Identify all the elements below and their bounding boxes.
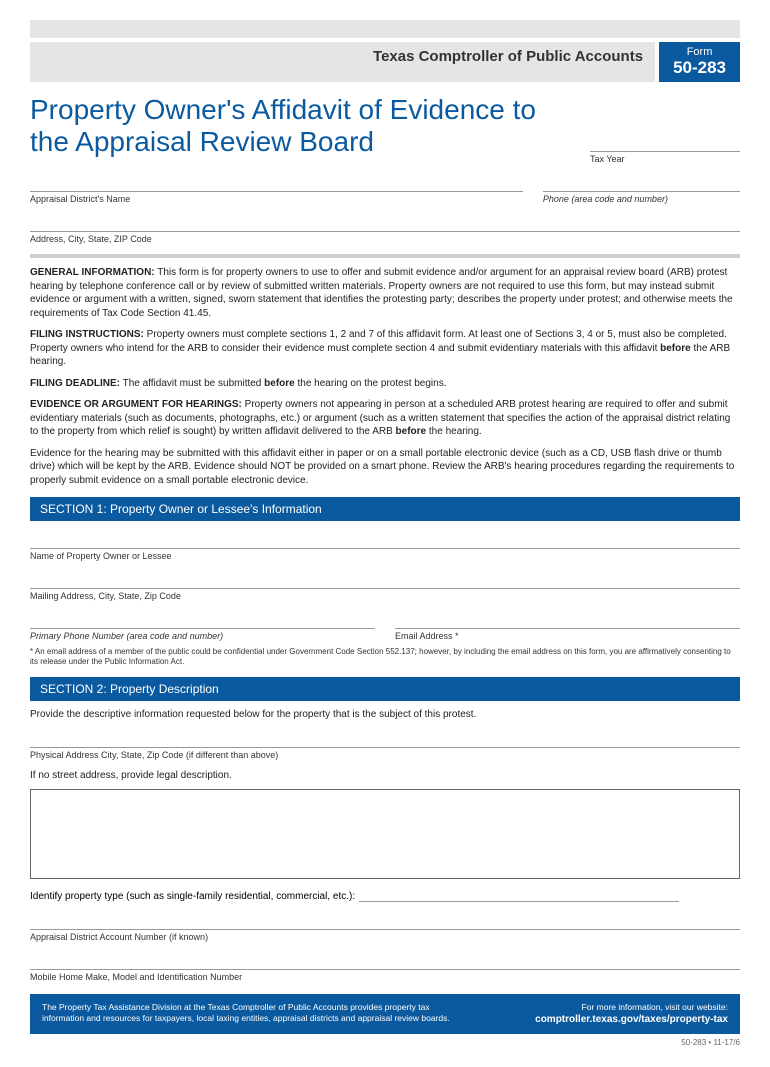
filing-deadline: FILING DEADLINE: The affidavit must be s… — [30, 377, 740, 391]
agency-name: Texas Comptroller of Public Accounts — [30, 42, 655, 82]
section-1-header: SECTION 1: Property Owner or Lessee's In… — [30, 497, 740, 521]
evidence-label: EVIDENCE OR ARGUMENT FOR HEARINGS: — [30, 399, 242, 410]
mobile-home-input[interactable] — [30, 952, 740, 970]
owner-name-label: Name of Property Owner or Lessee — [30, 551, 740, 561]
evidence-info: EVIDENCE OR ARGUMENT FOR HEARINGS: Prope… — [30, 398, 740, 439]
top-decorative-bar — [30, 20, 740, 38]
deadline-text-2: the hearing on the protest begins. — [295, 378, 447, 389]
tax-year-label: Tax Year — [590, 154, 740, 164]
primary-phone-input[interactable] — [30, 611, 375, 629]
physical-address-input[interactable] — [30, 730, 740, 748]
email-input[interactable] — [395, 611, 740, 629]
phone-field: Phone (area code and number) — [543, 174, 740, 204]
legal-desc-label: If no street address, provide legal desc… — [30, 770, 740, 781]
tax-year-field: Tax Year — [590, 134, 740, 164]
physical-address-row: Physical Address City, State, Zip Code (… — [30, 730, 740, 760]
deadline-label: FILING DEADLINE: — [30, 378, 120, 389]
page-reference: 50-283 • 11-17/6 — [30, 1038, 740, 1047]
form-title: Property Owner's Affidavit of Evidence t… — [30, 94, 560, 158]
general-info-label: GENERAL INFORMATION: — [30, 267, 155, 278]
evidence-para2: Evidence for the hearing may be submitte… — [30, 447, 740, 488]
district-field: Appraisal District's Name — [30, 174, 523, 204]
mailing-label: Mailing Address, City, State, Zip Code — [30, 591, 740, 601]
phone-label: Phone (area code and number) — [543, 194, 740, 204]
owner-name-row: Name of Property Owner or Lessee — [30, 531, 740, 561]
tax-year-input[interactable] — [590, 134, 740, 152]
address-label: Address, City, State, ZIP Code — [30, 234, 740, 244]
header-row: Texas Comptroller of Public Accounts For… — [30, 42, 740, 82]
address-field: Address, City, State, ZIP Code — [30, 214, 740, 244]
primary-phone-label: Primary Phone Number (area code and numb… — [30, 631, 375, 641]
form-number-box: Form 50-283 — [659, 42, 740, 82]
property-type-input[interactable] — [359, 901, 679, 902]
district-label: Appraisal District's Name — [30, 194, 523, 204]
physical-address-label: Physical Address City, State, Zip Code (… — [30, 750, 740, 760]
account-number-label: Appraisal District Account Number (if kn… — [30, 932, 740, 942]
footer-left: The Property Tax Assistance Division at … — [42, 1002, 454, 1026]
form-label: Form — [673, 46, 726, 58]
account-number-row: Appraisal District Account Number (if kn… — [30, 912, 740, 942]
mailing-input[interactable] — [30, 571, 740, 589]
deadline-bold: before — [264, 378, 295, 389]
owner-name-field: Name of Property Owner or Lessee — [30, 531, 740, 561]
mailing-field: Mailing Address, City, State, Zip Code — [30, 571, 740, 601]
filing-instructions: FILING INSTRUCTIONS: Property owners mus… — [30, 328, 740, 369]
email-field: Email Address * — [395, 611, 740, 641]
section-divider — [30, 254, 740, 258]
footer: The Property Tax Assistance Division at … — [30, 994, 740, 1034]
title-row: Property Owner's Affidavit of Evidence t… — [30, 94, 740, 164]
account-number-input[interactable] — [30, 912, 740, 930]
district-input[interactable] — [30, 174, 523, 192]
owner-name-input[interactable] — [30, 531, 740, 549]
email-label: Email Address * — [395, 631, 740, 641]
phone-input[interactable] — [543, 174, 740, 192]
mobile-home-field: Mobile Home Make, Model and Identificati… — [30, 952, 740, 982]
section-2-header: SECTION 2: Property Description — [30, 677, 740, 701]
form-number: 50-283 — [673, 58, 726, 78]
deadline-text-1: The affidavit must be submitted — [120, 378, 264, 389]
physical-address-field: Physical Address City, State, Zip Code (… — [30, 730, 740, 760]
general-info: GENERAL INFORMATION: This form is for pr… — [30, 266, 740, 320]
mobile-home-label: Mobile Home Make, Model and Identificati… — [30, 972, 740, 982]
district-phone-row: Appraisal District's Name Phone (area co… — [30, 174, 740, 204]
property-type-row: Identify property type (such as single-f… — [30, 891, 740, 902]
primary-phone-field: Primary Phone Number (area code and numb… — [30, 611, 375, 641]
address-input[interactable] — [30, 214, 740, 232]
phone-email-row: Primary Phone Number (area code and numb… — [30, 611, 740, 641]
address-row: Address, City, State, ZIP Code — [30, 214, 740, 244]
mailing-row: Mailing Address, City, State, Zip Code — [30, 571, 740, 601]
mobile-home-row: Mobile Home Make, Model and Identificati… — [30, 952, 740, 982]
filing-bold: before — [660, 343, 691, 354]
evidence-text-2: the hearing. — [426, 426, 482, 437]
email-footnote: * An email address of a member of the pu… — [30, 647, 740, 666]
filing-label: FILING INSTRUCTIONS: — [30, 329, 144, 340]
legal-desc-input[interactable] — [30, 789, 740, 879]
footer-intro: For more information, visit our website: — [535, 1002, 728, 1013]
footer-right: For more information, visit our website:… — [535, 1002, 728, 1026]
account-number-field: Appraisal District Account Number (if kn… — [30, 912, 740, 942]
section-2-instruction: Provide the descriptive information requ… — [30, 709, 740, 720]
evidence-bold: before — [396, 426, 427, 437]
property-type-label: Identify property type (such as single-f… — [30, 891, 355, 902]
